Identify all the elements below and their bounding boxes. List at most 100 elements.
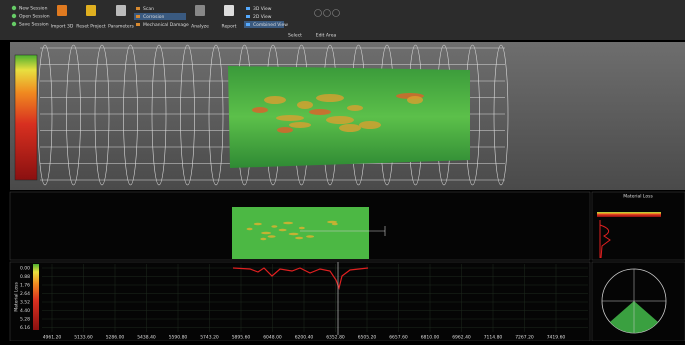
axis-label: Material Loss: [14, 282, 20, 312]
profile-chart: [9, 261, 591, 342]
grid-ring: [208, 44, 224, 186]
grid-ring: [66, 44, 81, 186]
tool-icon: [57, 5, 67, 16]
2d-spots: [246, 220, 338, 241]
grid-ring: [493, 44, 509, 186]
view-icon: [246, 7, 250, 10]
profile-legend: [33, 264, 39, 330]
corrosion-spots: [252, 93, 424, 133]
tool-button[interactable]: Report: [222, 24, 237, 30]
session-button[interactable]: Open Session: [19, 14, 50, 20]
analysis-icon: [136, 23, 140, 26]
y-tick-label: 2.64: [20, 291, 30, 297]
corrosion-spot: [277, 127, 293, 133]
y-tick-label: 3.52: [20, 300, 30, 306]
x-tick-label: 4961.20: [43, 335, 62, 341]
toolbar: [0, 0, 685, 40]
corrosion-spot: [271, 225, 278, 228]
edit-icon[interactable]: [314, 9, 322, 17]
view-icon: [246, 23, 250, 26]
y-tick-label: 0.00: [20, 266, 30, 272]
analysis-icon: [136, 7, 140, 10]
tool-icon: [224, 5, 234, 16]
x-tick-label: 5590.80: [169, 335, 188, 341]
corrosion-spot: [326, 116, 354, 124]
corrosion-spot: [309, 109, 331, 115]
edit-icon[interactable]: [323, 9, 331, 17]
x-tick-label: 5133.60: [74, 335, 93, 341]
corrosion-spot: [276, 115, 304, 121]
x-tick-label: 6657.60: [389, 335, 408, 341]
corrosion-spot: [306, 235, 315, 238]
group-label: Select: [288, 33, 302, 39]
view-button[interactable]: 2D View: [253, 14, 272, 20]
corrosion-spot: [331, 222, 338, 226]
corrosion-spot: [407, 96, 423, 104]
side-profile: [599, 220, 611, 259]
corrosion-spot: [298, 226, 305, 230]
corrosion-spot: [347, 105, 363, 111]
session-button[interactable]: New Session: [19, 6, 48, 12]
session-icon: [11, 21, 17, 27]
corrosion-spot: [339, 124, 361, 132]
grid-ring: [123, 44, 138, 186]
x-tick-label: 6048.00: [263, 335, 282, 341]
grid-ring: [180, 44, 195, 186]
tool-button[interactable]: Parameters: [108, 24, 134, 30]
corrosion-spot: [295, 236, 304, 240]
view-icon: [246, 15, 250, 18]
y-tick-label: 5.28: [20, 317, 30, 323]
x-tick-label: 7267.20: [515, 335, 534, 341]
grid-ring: [37, 44, 53, 186]
y-tick-label: 0.88: [20, 274, 30, 280]
group-label: Edit Area: [316, 33, 337, 39]
toolbar-items: New Session Open Session Save Session Impor…: [11, 5, 340, 39]
corrosion-spot: [252, 107, 268, 113]
tool-icon: [195, 5, 205, 16]
tool-button[interactable]: Import 3D: [51, 24, 74, 30]
tool-icon: [116, 5, 126, 16]
session-button[interactable]: Save Session: [19, 22, 49, 28]
y-tick-label: 1.76: [20, 283, 30, 289]
corrosion-spot: [260, 237, 267, 241]
grid-ring: [94, 44, 110, 186]
corrosion-spot: [246, 227, 253, 231]
color-legend: [14, 54, 38, 181]
corrosion-spot: [327, 220, 338, 224]
2d-map: [232, 207, 369, 259]
x-tick-label: 6352.80: [326, 335, 345, 341]
x-tick-label: 7114.80: [484, 335, 503, 341]
edit-icon[interactable]: [332, 9, 340, 17]
side-panel-title: Material Loss: [623, 194, 653, 200]
tool-button[interactable]: Analyze: [191, 24, 209, 30]
analysis-button[interactable]: Mechanical Damage: [143, 22, 189, 28]
grid-ring: [151, 44, 167, 186]
x-tick-label: 5438.40: [137, 335, 156, 341]
corrosion-spot: [264, 96, 286, 104]
x-tick-label: 5743.20: [200, 335, 219, 341]
corrosion-spot: [261, 231, 272, 235]
selected-item: [134, 13, 186, 20]
x-tick-label: 5895.60: [232, 335, 251, 341]
analysis-button[interactable]: Scan: [143, 6, 154, 12]
tool-button[interactable]: Reset Project: [76, 24, 106, 30]
x-tick-label: 7419.60: [547, 335, 566, 341]
side-legend: [597, 212, 661, 217]
view-button[interactable]: 3D View: [253, 6, 272, 12]
analysis-button[interactable]: Corrosion: [143, 14, 165, 20]
x-tick-label: 5286.00: [106, 335, 125, 341]
corrosion-spot: [267, 235, 276, 238]
x-tick-label: 6962.40: [452, 335, 471, 341]
corrosion-spot: [288, 232, 299, 236]
corrosion-spot: [289, 122, 311, 128]
y-tick-label: 6.16: [20, 325, 30, 331]
corrosion-spot: [283, 221, 294, 225]
corrosion-spot: [359, 121, 381, 129]
corrosion-spot: [278, 228, 287, 232]
corrosion-spot: [297, 101, 313, 109]
selected-item: [244, 21, 284, 28]
view-button[interactable]: Combined View: [253, 22, 288, 28]
tool-icon: [86, 5, 96, 16]
analysis-icon: [136, 15, 140, 18]
